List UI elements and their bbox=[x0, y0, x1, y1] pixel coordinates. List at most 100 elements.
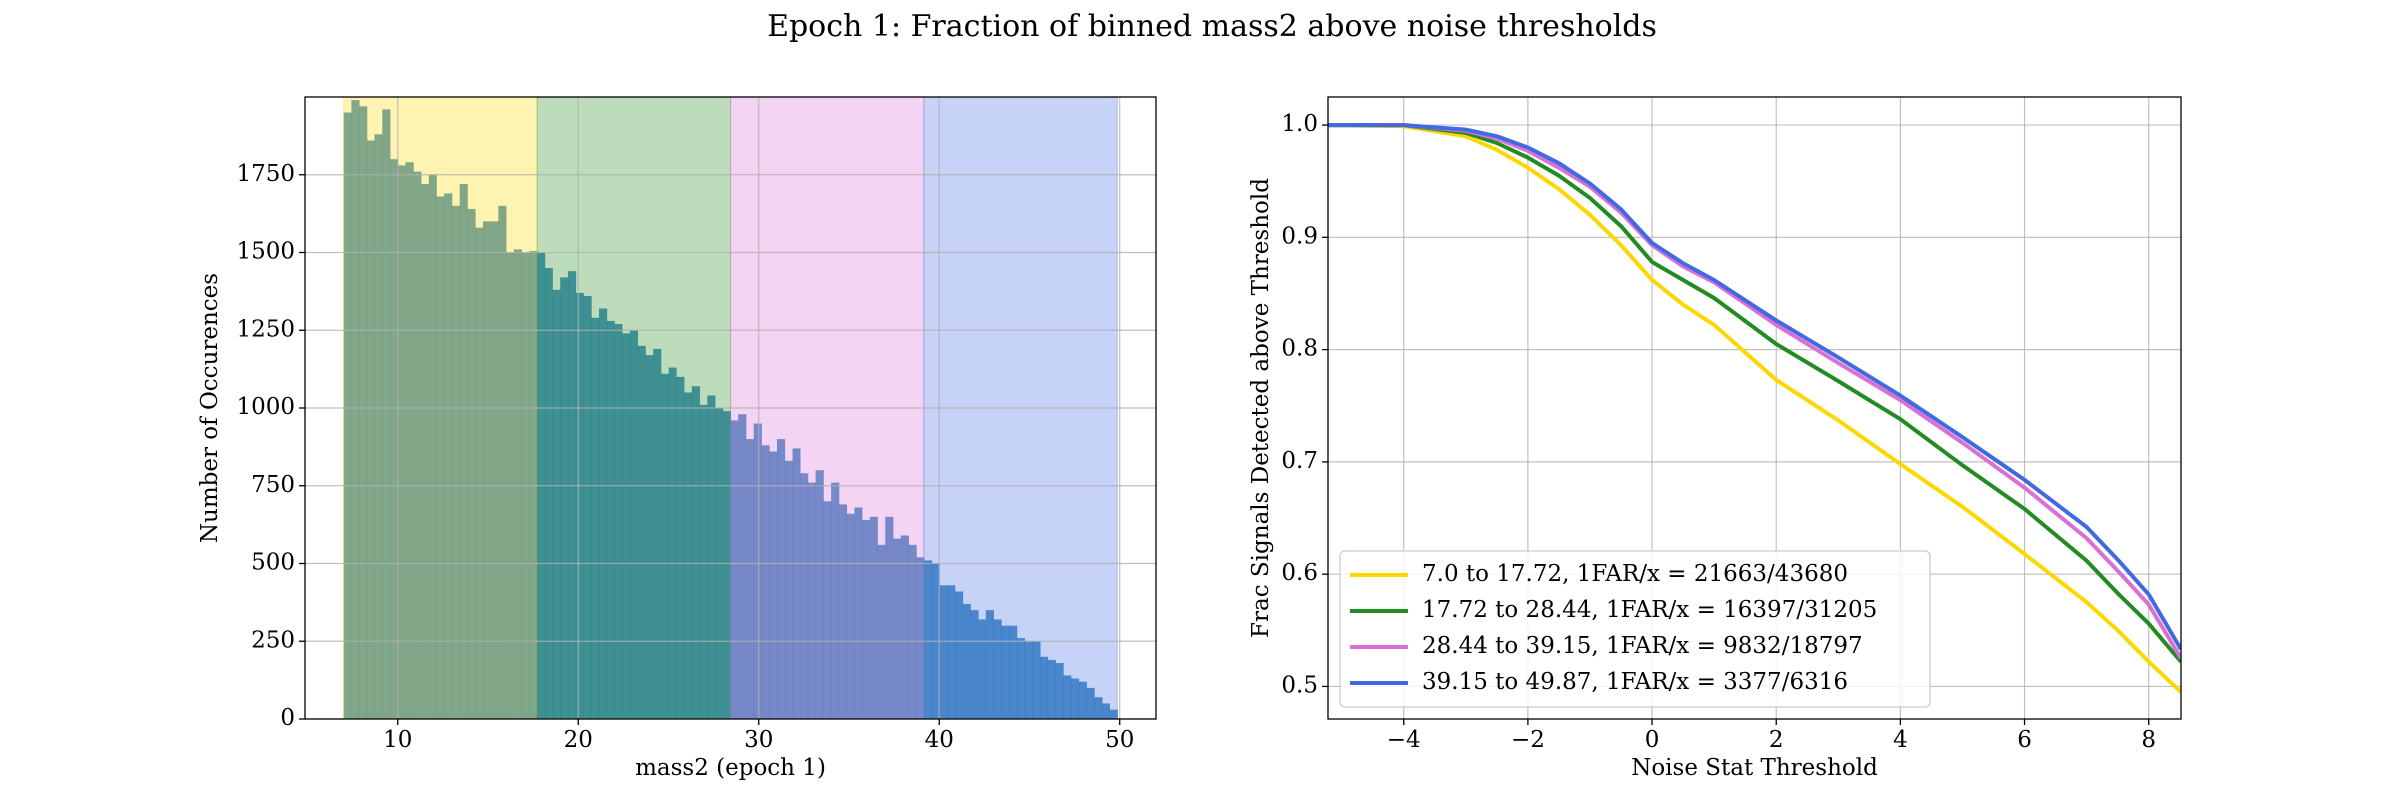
x-tick-label: 0 bbox=[1645, 727, 1660, 753]
hist-bar bbox=[583, 296, 592, 719]
hist-bar bbox=[861, 519, 871, 719]
hist-bar bbox=[815, 470, 824, 719]
x-tick-label: 2 bbox=[1769, 727, 1784, 753]
hist-bar bbox=[475, 227, 484, 719]
hist-bar bbox=[970, 610, 979, 719]
hist-bar bbox=[436, 196, 445, 719]
legend-label: 17.72 to 28.44, 1FAR/x = 16397/31205 bbox=[1422, 597, 1877, 623]
x-tick-label: 10 bbox=[383, 727, 412, 753]
x-tick-label: −4 bbox=[1387, 727, 1421, 753]
hist-bar bbox=[954, 591, 964, 719]
hist-bar bbox=[1102, 703, 1111, 719]
hist-bar bbox=[923, 560, 933, 719]
hist-bar bbox=[939, 585, 948, 719]
legend: 7.0 to 17.72, 1FAR/x = 21663/43680 17.72 … bbox=[1339, 550, 1931, 708]
hist-bar bbox=[366, 140, 375, 719]
x-tick-label: 20 bbox=[564, 727, 593, 753]
y-tick-label: 0 bbox=[280, 705, 295, 731]
x-tick-label: 6 bbox=[2017, 727, 2032, 753]
x-tick-label: 30 bbox=[744, 727, 773, 753]
hist-bar bbox=[684, 392, 693, 719]
hist-bar bbox=[1078, 681, 1087, 719]
hist-bar bbox=[877, 544, 886, 719]
hist-bar bbox=[1032, 641, 1041, 719]
y-tick-label: 0.7 bbox=[1281, 448, 1318, 474]
legend-box bbox=[1339, 550, 1931, 708]
hist-bar bbox=[1016, 638, 1026, 719]
hist-bar bbox=[1024, 641, 1033, 719]
hist-bar bbox=[575, 292, 584, 719]
hist-bar bbox=[544, 268, 553, 719]
hist-bar bbox=[1109, 709, 1118, 719]
hist-bar bbox=[382, 109, 391, 719]
hist-bar bbox=[722, 411, 731, 719]
y-tick-label: 0.8 bbox=[1281, 336, 1318, 362]
series-line bbox=[1328, 123, 2181, 663]
hist-bar bbox=[753, 423, 762, 719]
y-tick-label: 250 bbox=[251, 627, 295, 653]
hist-bar bbox=[428, 174, 437, 719]
hist-bar bbox=[660, 373, 670, 719]
hist-bar bbox=[390, 159, 399, 719]
hist-bar bbox=[985, 610, 994, 719]
hist-bar bbox=[459, 184, 468, 719]
hist-bar bbox=[916, 557, 925, 719]
y-tick-label: 1000 bbox=[236, 394, 295, 420]
hist-bar bbox=[482, 221, 492, 719]
hist-bar bbox=[838, 504, 848, 719]
hist-bar bbox=[606, 320, 615, 719]
hist-bar bbox=[552, 289, 561, 719]
hist-bar bbox=[846, 513, 855, 719]
hist-bar bbox=[823, 501, 832, 719]
hist-bar bbox=[1009, 625, 1018, 719]
hist-bar bbox=[885, 516, 894, 719]
hist-bar bbox=[831, 482, 840, 719]
hist-bar bbox=[1086, 687, 1095, 719]
hist-bar bbox=[792, 448, 801, 719]
hist-bar bbox=[637, 345, 646, 719]
hist-bar bbox=[591, 317, 600, 719]
hist-bar bbox=[351, 100, 360, 719]
x-tick-label: 4 bbox=[1893, 727, 1908, 753]
hist-bar bbox=[699, 404, 708, 719]
legend-label: 7.0 to 17.72, 1FAR/x = 21663/43680 bbox=[1422, 561, 1848, 587]
axes: −4 −2 0 2 4 6 8 0.5 0.6 0.7 0.8 0.9 1.0 Noise Stat Th… bbox=[1248, 96, 2182, 781]
series-line bbox=[1328, 123, 2181, 651]
axes: 10 20 30 40 5002505007501000125015001750mass… bbox=[197, 96, 1157, 781]
x-tick-label: 40 bbox=[925, 727, 954, 753]
hist-bar bbox=[993, 619, 1002, 719]
hist-bar bbox=[769, 451, 778, 719]
y-axis-label: Number of Occurences bbox=[197, 273, 223, 543]
hist-bar bbox=[1063, 675, 1072, 719]
hist-bar bbox=[908, 544, 917, 719]
y-tick-label: 1750 bbox=[236, 161, 295, 187]
series-line bbox=[1328, 123, 2181, 660]
hist-bar bbox=[513, 249, 522, 719]
legend-label: 28.44 to 39.15, 1FAR/x = 9832/18797 bbox=[1422, 633, 1863, 659]
plot-area bbox=[305, 97, 1156, 719]
hist-bar bbox=[567, 271, 577, 719]
hist-bar bbox=[359, 106, 368, 719]
hist-bar bbox=[1040, 656, 1049, 719]
figure-title: Epoch 1: Fraction of binned mass2 above … bbox=[767, 9, 1657, 44]
hist-bar bbox=[374, 134, 383, 719]
axes-frame bbox=[1327, 96, 2182, 720]
hist-bar bbox=[893, 538, 902, 719]
y-tick-label: 500 bbox=[251, 550, 295, 576]
hist-bar bbox=[467, 208, 476, 719]
hist-bar bbox=[451, 205, 461, 719]
x-tick-label: 50 bbox=[1105, 727, 1134, 753]
y-tick-label: 750 bbox=[251, 472, 295, 498]
x-axis-label: Noise Stat Threshold bbox=[1631, 755, 1878, 781]
y-tick-label: 0.6 bbox=[1281, 560, 1318, 586]
hist-bar bbox=[738, 414, 747, 719]
hist-bar bbox=[490, 221, 499, 719]
hist-bar bbox=[807, 482, 816, 719]
hist-bar bbox=[1055, 663, 1064, 719]
hist-bar bbox=[645, 355, 654, 719]
hist-bar bbox=[1070, 678, 1080, 719]
y-axis-label: Frac Signals Detected above Threshold bbox=[1248, 178, 1274, 638]
hist-bar bbox=[498, 205, 507, 719]
hist-bar bbox=[405, 162, 414, 719]
